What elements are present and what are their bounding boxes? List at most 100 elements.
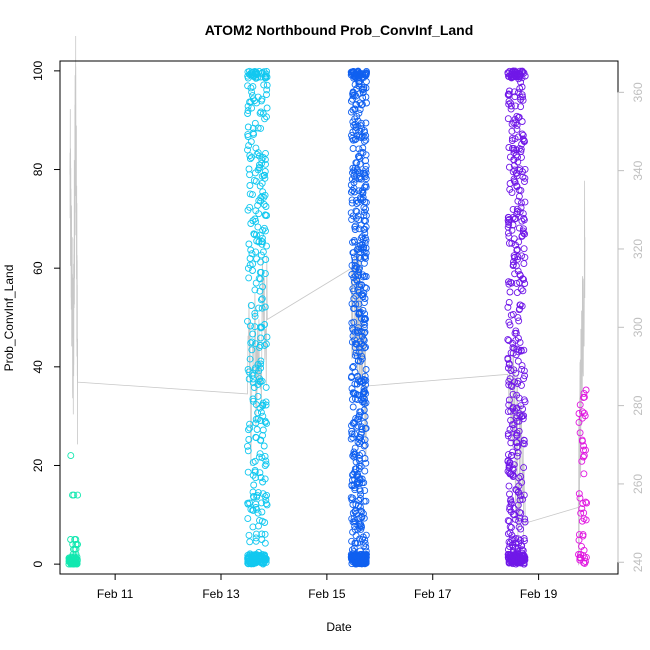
data-point (353, 391, 361, 399)
data-point (349, 187, 356, 194)
data-point (244, 366, 252, 373)
data-point (517, 402, 525, 410)
data-point (350, 253, 358, 261)
data-point (355, 462, 363, 470)
data-point (255, 522, 262, 530)
data-point (358, 125, 366, 133)
data-point (352, 532, 360, 540)
data-point (359, 186, 367, 194)
data-point (580, 393, 588, 401)
data-point (246, 152, 254, 160)
data-point (352, 222, 359, 230)
data-point (350, 318, 358, 326)
chart-title: ATOM2 Northbound Prob_ConvInf_Land (205, 22, 474, 38)
data-point (355, 455, 363, 462)
data-point (244, 515, 252, 523)
data-point (360, 385, 368, 393)
data-point (262, 558, 270, 566)
data-point (513, 486, 521, 494)
data-point (256, 109, 264, 117)
data-point (517, 555, 525, 563)
y-tick-label: 0 (31, 560, 45, 567)
data-point (254, 93, 262, 101)
data-point (504, 546, 512, 554)
data-point (258, 377, 266, 385)
data-point (260, 193, 268, 201)
y-tick-label: 60 (31, 261, 45, 275)
data-point (362, 198, 370, 206)
data-point (251, 556, 259, 564)
data-point (514, 559, 522, 567)
data-point (361, 425, 369, 433)
data-point (261, 211, 269, 219)
data-point (261, 462, 269, 470)
data-point (520, 396, 528, 404)
data-point (509, 448, 517, 456)
data-point (520, 464, 528, 472)
data-point (245, 165, 253, 173)
data-point (518, 478, 526, 486)
data-point (509, 310, 517, 318)
data-point (244, 146, 251, 154)
data-point (256, 450, 264, 458)
data-point (506, 458, 514, 466)
data-point (263, 73, 271, 81)
data-point (361, 467, 369, 475)
data-point (254, 223, 262, 231)
data-point (253, 505, 261, 513)
data-point (519, 96, 527, 104)
data-point (261, 341, 269, 349)
data-point (244, 442, 251, 450)
data-point (517, 199, 525, 207)
data-point (511, 254, 519, 261)
data-point (255, 304, 263, 312)
x-tick-label: Feb 13 (202, 587, 240, 601)
data-point (253, 426, 261, 433)
data-point (245, 240, 253, 248)
data-point (249, 129, 257, 137)
axes-layer: Feb 11 Feb 13 Feb 15 Feb 17 Feb 19 0 20 40 60 80 1… (31, 60, 645, 601)
data-point (520, 225, 527, 233)
data-point (257, 408, 265, 416)
data-point (514, 253, 522, 261)
data-point (359, 144, 367, 152)
data-point (258, 499, 265, 507)
data-point (259, 490, 267, 498)
data-point (261, 191, 269, 199)
data-point (351, 444, 359, 452)
data-point (511, 102, 519, 110)
data-point (246, 155, 254, 163)
data-point (262, 149, 269, 157)
data-point (517, 204, 525, 212)
data-point (248, 338, 256, 346)
data-point (244, 468, 252, 476)
data-point (514, 197, 522, 205)
data-point (249, 369, 257, 377)
data-point (347, 494, 355, 502)
data-point (505, 163, 513, 171)
data-point (506, 551, 514, 558)
y-tick-label: 80 (31, 163, 45, 177)
data-point (580, 389, 588, 397)
data-point (350, 172, 358, 179)
data-point (361, 372, 369, 380)
data-point (72, 545, 80, 553)
data-point (357, 525, 365, 533)
data-point (521, 174, 529, 182)
data-point (352, 175, 359, 183)
data-point (256, 231, 264, 239)
data-point (360, 552, 368, 560)
data-point (521, 198, 529, 206)
data-point (261, 539, 269, 547)
data-point (252, 434, 260, 442)
data-point (250, 493, 258, 501)
data-point (514, 114, 522, 122)
data-point (74, 491, 82, 499)
data-point (258, 304, 266, 312)
data-point (349, 471, 356, 479)
data-point (355, 556, 362, 564)
data-point (512, 431, 520, 439)
data-point (355, 465, 363, 472)
data-point (246, 499, 254, 507)
data-point (261, 303, 269, 311)
